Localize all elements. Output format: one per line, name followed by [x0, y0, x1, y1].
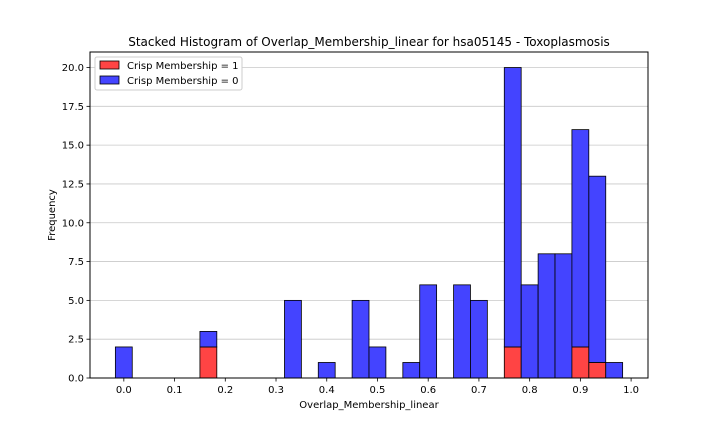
bar-crisp-0: [520, 284, 539, 379]
x-tick-label: 0.6: [420, 385, 436, 396]
x-tick-label: 1.0: [623, 385, 639, 396]
x-axis: 0.0 0.1 0.2 0.3 0.4 0.5 0.6 0.7 0.8 0.9 1.0: [116, 378, 639, 396]
bar-crisp-0: [114, 346, 133, 379]
bar-crisp-0: [537, 253, 556, 379]
x-tick-label: 0.3: [268, 385, 284, 396]
y-axis: 0.0 2.5 5.0 7.5 10.0 12.5 15.0 17.5 20.0: [62, 63, 90, 385]
x-tick-label: 0.7: [471, 385, 487, 396]
bar-crisp-0: [284, 299, 302, 379]
x-tick-label: 0.8: [522, 385, 538, 396]
bar-crisp-1: [503, 346, 522, 379]
bar-crisp-0: [571, 129, 590, 348]
x-axis-label: Overlap_Membership_linear: [299, 400, 439, 411]
bar-crisp-1: [588, 362, 607, 379]
bar-crisp-0: [554, 253, 573, 379]
y-tick-label: 0.0: [68, 374, 84, 385]
y-tick-label: 15.0: [62, 141, 84, 152]
bar-crisp-1: [199, 346, 218, 379]
legend-label-crisp-0: Crisp Membership = 0: [127, 76, 239, 87]
bar-crisp-0: [199, 331, 218, 348]
y-tick-label: 10.0: [62, 218, 84, 229]
bar-crisp-0: [317, 362, 336, 379]
bars: [114, 67, 624, 379]
legend-label-crisp-1: Crisp Membership = 1: [127, 61, 239, 72]
plot-frame: [89, 51, 649, 379]
y-tick-label: 17.5: [62, 102, 84, 113]
bar-crisp-0: [453, 284, 471, 379]
x-tick-label: 0.0: [116, 385, 132, 396]
bar-crisp-0: [605, 362, 624, 379]
bar-crisp-0: [351, 299, 370, 379]
y-tick-label: 12.5: [62, 179, 84, 190]
y-axis-label: Frequency: [47, 189, 58, 241]
chart-title: Stacked Histogram of Overlap_Membership_…: [128, 35, 610, 49]
x-tick-label: 0.4: [319, 385, 335, 396]
bar-crisp-0: [588, 175, 607, 363]
y-tick-label: 5.0: [68, 296, 84, 307]
y-tick-label: 20.0: [62, 63, 84, 74]
bar-crisp-0: [419, 284, 438, 379]
bar-crisp-1: [571, 346, 590, 379]
legend-box: [94, 56, 243, 91]
x-tick-label: 0.2: [217, 385, 233, 396]
x-tick-label: 0.5: [370, 385, 386, 396]
x-tick-label: 0.9: [572, 385, 588, 396]
legend-swatch-crisp-0: [99, 75, 120, 85]
bar-crisp-0: [470, 299, 488, 379]
y-tick-label: 2.5: [68, 335, 84, 346]
x-tick-label: 0.1: [167, 385, 183, 396]
bar-crisp-0: [503, 67, 522, 348]
y-tick-label: 7.5: [68, 257, 84, 268]
bar-crisp-0: [368, 346, 387, 379]
legend: Crisp Membership = 1 Crisp Membership = …: [94, 56, 243, 91]
bar-crisp-0: [402, 362, 421, 379]
legend-swatch-crisp-1: [99, 60, 120, 70]
